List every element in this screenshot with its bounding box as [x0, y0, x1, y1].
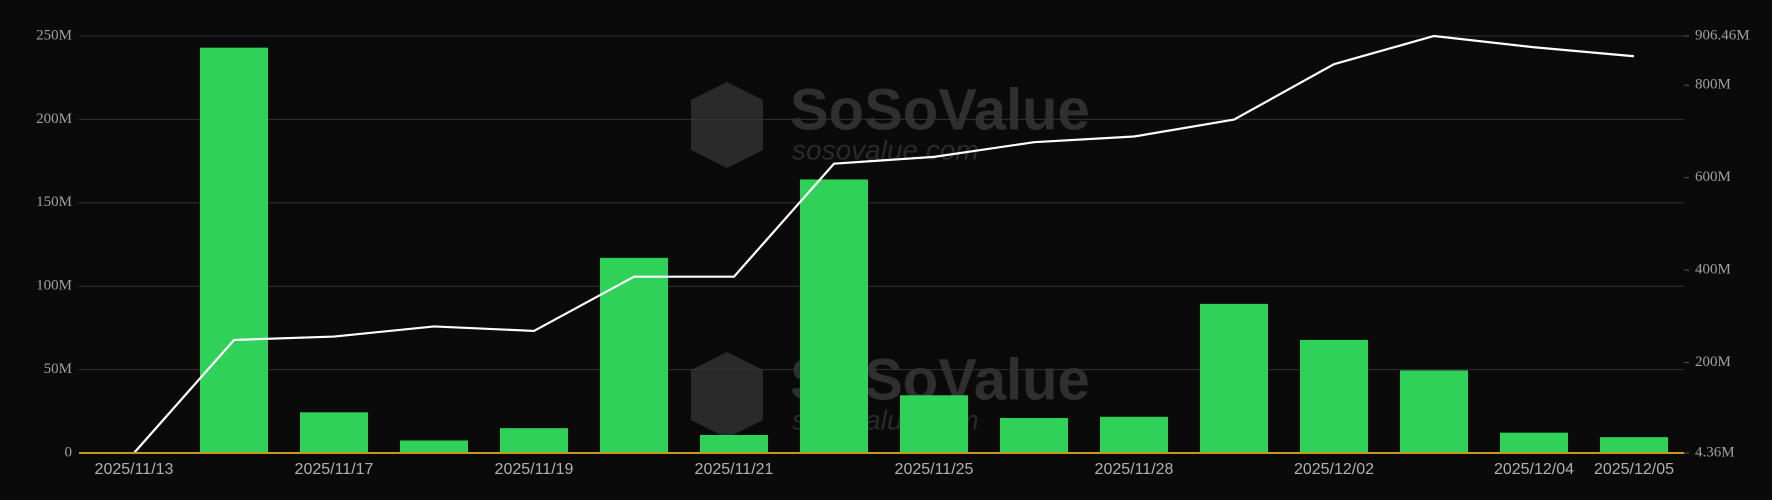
- y2-tick-label: 4.36M: [1695, 444, 1735, 460]
- bar: [700, 434, 768, 453]
- x-tick-label: 2025/11/17: [295, 461, 374, 478]
- bar: [1500, 432, 1568, 453]
- bar: [1600, 437, 1668, 453]
- bar: [800, 179, 868, 453]
- bar: [400, 440, 468, 453]
- y-tick-label: 50M: [44, 361, 72, 377]
- bar: [600, 257, 668, 453]
- bar: [1200, 303, 1268, 453]
- bar: [500, 428, 568, 453]
- x-tick-label: 2025/11/25: [895, 461, 974, 478]
- y-tick-label: 0: [65, 444, 73, 460]
- y-tick-label: 200M: [36, 111, 72, 127]
- bar: [1000, 417, 1068, 453]
- bar: [1100, 416, 1168, 453]
- bar: [200, 47, 268, 454]
- x-tick-label: 2025/11/13: [95, 461, 174, 478]
- x-tick-label: 2025/11/21: [695, 461, 774, 478]
- watermark-brand: SoSoValue: [790, 77, 1090, 142]
- watermark-logo: [691, 352, 763, 438]
- line: [133, 34, 1635, 454]
- watermark-logo: [691, 82, 763, 168]
- y2-tick-label: 200M: [1695, 354, 1731, 370]
- y-tick-label: 100M: [36, 278, 72, 294]
- y2-tick-label: 906.46M: [1695, 27, 1750, 43]
- x-tick-label: 2025/12/05: [1594, 461, 1674, 478]
- x-tick-label: 2025/12/04: [1494, 461, 1574, 478]
- y2-tick-label: 800M: [1695, 77, 1731, 93]
- y-tick-label: 250M: [36, 27, 72, 43]
- y2-tick-label: 600M: [1695, 169, 1731, 185]
- bar: [1400, 370, 1468, 453]
- y-tick-label: 150M: [36, 194, 72, 210]
- bar: [300, 412, 368, 453]
- bar: [1300, 339, 1368, 453]
- y2-tick-label: 400M: [1695, 262, 1731, 278]
- x-tick-label: 2025/11/28: [1095, 461, 1174, 478]
- x-tick-label: 2025/12/02: [1294, 461, 1374, 478]
- bar: [900, 395, 968, 453]
- x-tick-label: 2025/11/19: [495, 461, 574, 478]
